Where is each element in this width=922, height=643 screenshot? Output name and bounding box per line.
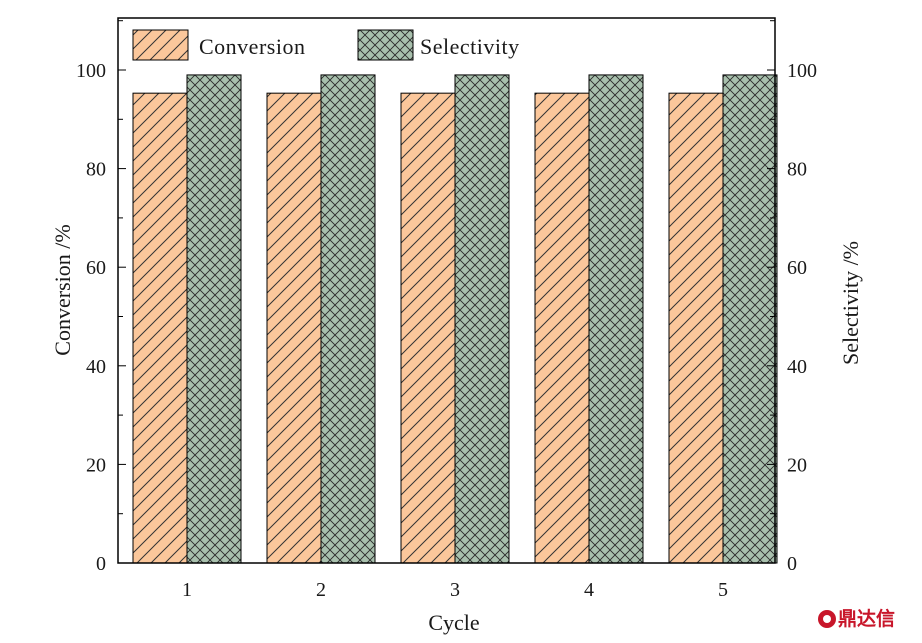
axis-ticks bbox=[118, 20, 775, 564]
bar-selectivity-3 bbox=[454, 74, 510, 564]
logo-icon bbox=[818, 610, 836, 628]
legend-swatch-selectivity bbox=[357, 29, 414, 61]
bar-conversion-1 bbox=[132, 92, 188, 564]
watermark-text: 鼎达信 bbox=[838, 608, 896, 630]
x-tick-label: 5 bbox=[718, 579, 728, 601]
bar-conversion-2 bbox=[266, 92, 322, 564]
y-tick-label-right: 80 bbox=[787, 159, 807, 181]
bar-selectivity-5 bbox=[722, 74, 778, 564]
y-tick-label-right: 60 bbox=[787, 257, 807, 279]
bar-selectivity-2 bbox=[320, 74, 376, 564]
y-tick-label-left: 60 bbox=[86, 257, 106, 279]
tick-labels: 0 0 20 20 40 40 60 60 80 80 100 100 1 2 3 4 5 bbox=[76, 60, 817, 601]
bar-conversion-3 bbox=[400, 92, 456, 564]
bar-conversion-4 bbox=[534, 92, 590, 564]
legend: Conversion Selectivity bbox=[132, 29, 520, 61]
legend-label-conversion: Conversion bbox=[199, 34, 305, 59]
y-tick-label-left: 20 bbox=[86, 454, 106, 476]
bar-selectivity-4 bbox=[588, 74, 644, 564]
x-tick-label: 1 bbox=[182, 579, 192, 601]
y-tick-label-right: 0 bbox=[787, 553, 797, 575]
bars bbox=[132, 74, 778, 564]
y-tick-label-right: 20 bbox=[787, 454, 807, 476]
x-axis-title: Cycle bbox=[428, 610, 479, 635]
bar-selectivity-1 bbox=[186, 74, 242, 564]
watermark-logo: 鼎达信 bbox=[818, 604, 895, 631]
x-tick-label: 3 bbox=[450, 579, 460, 601]
y-tick-label-left: 80 bbox=[86, 159, 106, 181]
y-tick-label-left: 100 bbox=[76, 60, 106, 82]
y-axis-title-left: Conversion /% bbox=[50, 224, 75, 355]
legend-swatch-conversion bbox=[132, 29, 189, 61]
plot-frame bbox=[117, 17, 776, 564]
y-tick-label-left: 40 bbox=[86, 356, 106, 378]
y-axis-title-right: Selectivity /% bbox=[838, 241, 863, 365]
y-tick-label-right: 100 bbox=[787, 60, 817, 82]
legend-label-selectivity: Selectivity bbox=[420, 34, 520, 59]
y-tick-label-right: 40 bbox=[787, 356, 807, 378]
x-tick-label: 4 bbox=[584, 579, 594, 601]
x-tick-label: 2 bbox=[316, 579, 326, 601]
y-tick-label-left: 0 bbox=[96, 553, 106, 575]
bar-conversion-5 bbox=[668, 92, 724, 564]
